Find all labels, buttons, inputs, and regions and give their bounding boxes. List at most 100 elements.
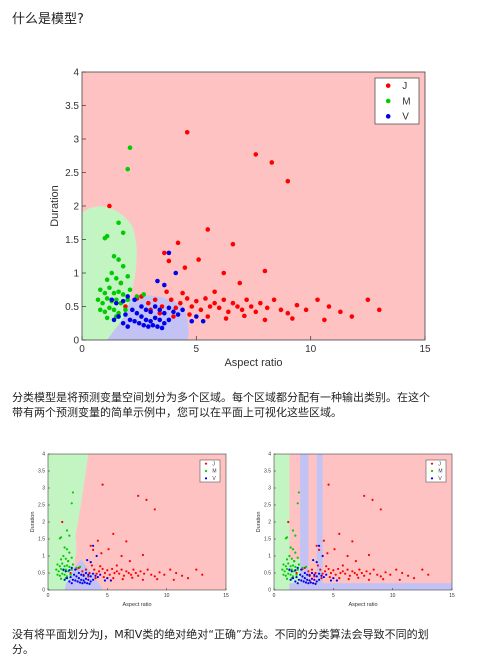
data-point-M [296, 556, 299, 559]
x-tick-label: 15 [419, 344, 431, 355]
data-point-V [157, 317, 163, 323]
data-point-M [97, 287, 103, 293]
data-point-V [91, 544, 95, 547]
data-point-V [300, 579, 303, 582]
data-point-V [74, 568, 77, 571]
data-point-V [288, 568, 291, 571]
y-axis-label: Duration [256, 512, 262, 533]
data-point-J [321, 572, 324, 575]
data-point-M [116, 257, 121, 262]
data-point-V [166, 250, 172, 256]
y-tick-label: 1 [268, 554, 271, 560]
data-point-V [304, 581, 308, 584]
data-point-J [285, 178, 291, 184]
data-point-J [121, 578, 124, 581]
data-point-J [395, 568, 398, 571]
data-point-M [65, 529, 69, 532]
data-point-V [312, 582, 315, 585]
data-point-M [68, 551, 71, 554]
data-point-J [327, 567, 330, 571]
data-point-V [77, 571, 80, 575]
data-point-J [258, 300, 263, 306]
data-point-J [315, 297, 320, 303]
data-point-M [58, 574, 61, 577]
data-point-V [116, 314, 121, 319]
data-point-J [382, 578, 385, 581]
data-point-J [269, 160, 275, 165]
legend-box [199, 459, 221, 483]
data-point-J [128, 560, 131, 563]
legend-marker-J [430, 462, 434, 465]
data-point-J [319, 568, 322, 571]
small-scatter-chart-right: 0 5 10 15 0 0.5 1 1.5 2 2.5 3 3.5 4 Aspect ratio Durat… [256, 452, 455, 608]
data-point-J [376, 307, 382, 313]
data-point-J [112, 577, 115, 580]
data-point-M [296, 502, 299, 505]
data-point-J [376, 573, 379, 576]
legend-marker-J [385, 83, 391, 88]
legend-label-V: V [402, 112, 409, 123]
data-point-J [384, 571, 387, 574]
y-tick-label: 3.5 [65, 101, 79, 112]
data-point-J [325, 565, 328, 568]
data-point-J [278, 307, 284, 313]
data-point-V [175, 312, 181, 317]
data-point-J [334, 573, 337, 576]
data-point-M [68, 565, 71, 568]
data-point-V [65, 577, 69, 580]
data-point-M [59, 536, 63, 539]
data-point-M [125, 166, 131, 172]
data-point-M [125, 297, 131, 303]
y-tick-label: 0.5 [38, 571, 45, 577]
data-point-M [289, 573, 292, 576]
data-point-J [253, 309, 259, 315]
data-point-V [106, 577, 109, 580]
y-tick-label: 4 [268, 452, 271, 458]
y-tick-label: 0.5 [65, 302, 79, 313]
data-point-V [332, 577, 335, 580]
data-point-M [64, 568, 67, 571]
data-point-J [333, 548, 336, 551]
data-point-J [303, 307, 309, 313]
x-tick-label: 10 [305, 344, 317, 355]
data-point-J [107, 548, 110, 551]
data-point-J [159, 304, 165, 309]
data-point-J [137, 574, 140, 577]
data-point-J [69, 571, 72, 575]
data-point-M [296, 568, 299, 571]
data-point-J [186, 577, 190, 580]
data-point-M [107, 305, 112, 311]
data-point-V [123, 312, 128, 317]
data-point-V [84, 577, 88, 580]
data-point-J [285, 310, 291, 316]
region-V-band [316, 454, 323, 590]
data-point-V [306, 578, 309, 581]
data-point-J [329, 571, 333, 575]
data-point-J [107, 203, 112, 209]
main-scatter-chart: 0 5 10 15 0 0.5 1 1.5 2 2.5 3 3.5 4 Aspect ratio Durat… [49, 67, 431, 369]
data-point-J [338, 309, 343, 315]
data-point-J [173, 305, 179, 311]
data-point-J [137, 494, 140, 497]
data-point-V [77, 577, 80, 580]
data-point-J [230, 241, 236, 247]
data-point-J [169, 568, 172, 571]
y-tick-label: 4 [42, 452, 45, 458]
data-point-J [235, 304, 240, 309]
data-point-J [120, 568, 123, 571]
legend-label-V: V [212, 476, 216, 482]
data-point-J [150, 573, 153, 576]
data-point-V [111, 317, 117, 323]
data-point-V [310, 571, 314, 575]
data-point-J [221, 270, 227, 276]
data-point-M [123, 307, 128, 313]
x-tick-label: 15 [449, 593, 455, 599]
data-point-J [205, 314, 211, 319]
data-point-V [74, 579, 77, 582]
data-point-J [118, 572, 121, 575]
data-point-V [141, 322, 147, 328]
data-point-M [285, 536, 289, 539]
data-point-M [102, 290, 108, 296]
data-point-M [62, 554, 65, 558]
legend-label-V: V [438, 476, 442, 482]
